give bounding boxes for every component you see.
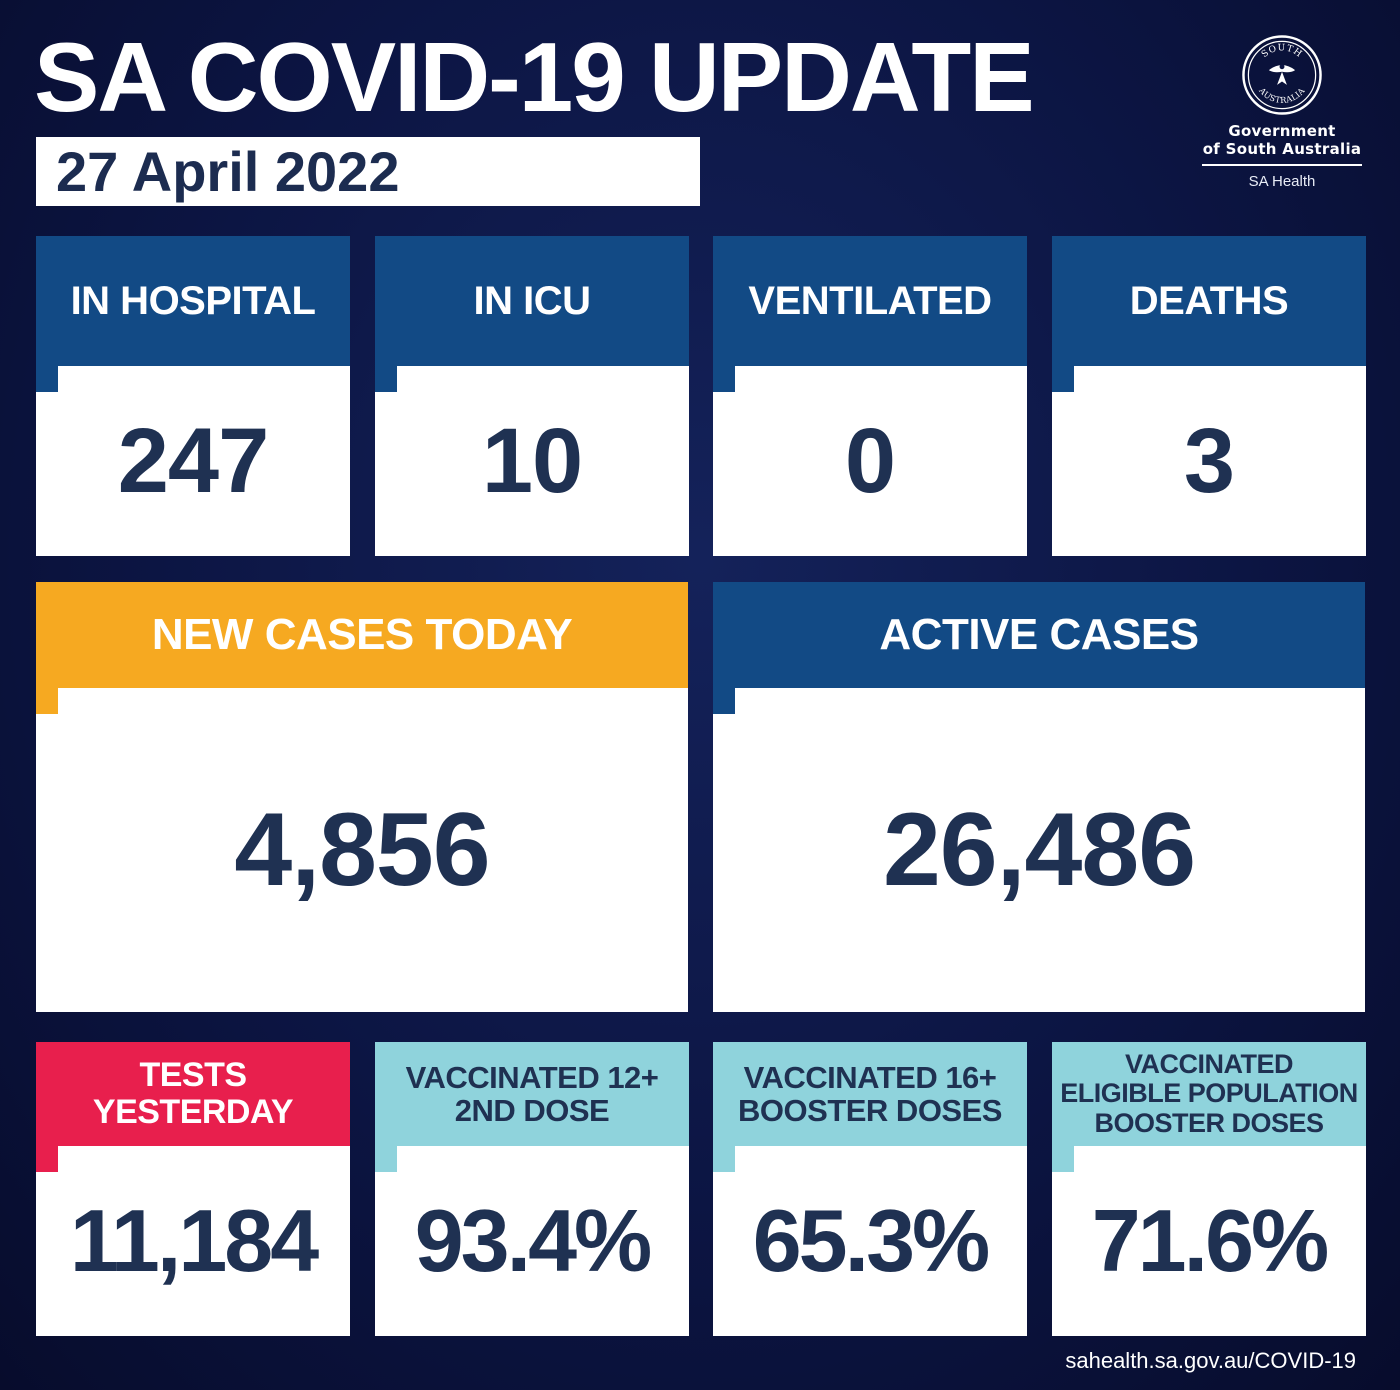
stat-card-ventilated: VENTILATED 0 (713, 236, 1027, 556)
stat-card-in-hospital: IN HOSPITAL 247 (36, 236, 350, 556)
stat-label-line: TESTS (139, 1056, 247, 1095)
seal-text-bottom: AUSTRALIA (1257, 85, 1307, 105)
stat-label: VENTILATED (713, 236, 1027, 392)
svg-text:AUSTRALIA: AUSTRALIA (1257, 85, 1307, 105)
stat-label: VACCINATED ELIGIBLE POPULATION BOOSTER D… (1052, 1042, 1366, 1172)
stat-card-vaccinated-16-plus: VACCINATED 16+ BOOSTER DOSES 65.3% (713, 1042, 1027, 1336)
stat-label-line: VACCINATED (1124, 1049, 1293, 1080)
stat-label: TESTS YESTERDAY (36, 1042, 350, 1172)
stat-card-deaths: DEATHS 3 (1052, 236, 1366, 556)
stat-card-new-cases: NEW CASES TODAY 4,856 (36, 582, 688, 1012)
government-logo: SOUTH AUSTRALIA Government of South Aust… (1196, 34, 1368, 204)
footer-url[interactable]: sahealth.sa.gov.au/COVID-19 (1065, 1348, 1356, 1373)
logo-divider (1202, 164, 1362, 166)
stat-value: 65.3% (752, 1191, 991, 1290)
stat-card-active-cases: ACTIVE CASES 26,486 (713, 582, 1365, 1012)
stat-label-line: BOOSTER DOSES (1094, 1107, 1324, 1138)
seal-text-top: SOUTH (1260, 43, 1303, 60)
stat-label: DEATHS (1052, 236, 1366, 392)
stat-card-in-icu: IN ICU 10 (375, 236, 689, 556)
stat-value: 0 (844, 409, 896, 512)
svg-text:SOUTH: SOUTH (1260, 43, 1304, 60)
stat-label-line: 2ND DOSE (454, 1093, 610, 1128)
stat-label-line: ELIGIBLE POPULATION (1060, 1078, 1358, 1109)
date-banner: 27 April 2022 (36, 137, 700, 206)
stat-label: ACTIVE CASES (713, 582, 1365, 714)
stat-value: 11,184 (69, 1191, 319, 1290)
department-name: SA Health (1248, 173, 1316, 190)
stat-card-vaccinated-12-plus: VACCINATED 12+ 2ND DOSE 93.4% (375, 1042, 689, 1336)
stat-value: 3 (1183, 409, 1235, 512)
stat-value: 10 (481, 409, 583, 512)
stat-label: IN HOSPITAL (36, 236, 350, 392)
stat-label-line: BOOSTER DOSES (738, 1093, 1002, 1128)
government-line-2: of South Australia (1202, 140, 1362, 158)
update-date: 27 April 2022 (56, 140, 400, 203)
government-name: Government of South Australia (1196, 122, 1368, 158)
stat-value: 93.4% (414, 1191, 653, 1290)
stat-label: NEW CASES TODAY (36, 582, 688, 714)
stat-card-vaccinated-eligible: VACCINATED ELIGIBLE POPULATION BOOSTER D… (1052, 1042, 1366, 1336)
stat-value: 247 (117, 409, 270, 512)
stat-label-line: VACCINATED 12+ (405, 1059, 659, 1095)
stat-label: IN ICU (375, 236, 689, 392)
stat-card-tests-yesterday: TESTS YESTERDAY 11,184 (36, 1042, 350, 1336)
south-australia-seal-icon: SOUTH AUSTRALIA (1242, 35, 1322, 115)
stat-label-line: YESTERDAY (92, 1093, 294, 1131)
stat-label-line: VACCINATED 16+ (743, 1059, 997, 1095)
stat-label: VACCINATED 12+ 2ND DOSE (375, 1042, 689, 1172)
stat-value: 26,486 (882, 791, 1196, 908)
stat-label: VACCINATED 16+ BOOSTER DOSES (713, 1042, 1027, 1172)
government-line-1: Government (1228, 122, 1336, 140)
page-title: SA COVID-19 UPDATE (34, 22, 1035, 132)
stat-value: 71.6% (1091, 1191, 1330, 1290)
stat-value: 4,856 (234, 791, 490, 908)
